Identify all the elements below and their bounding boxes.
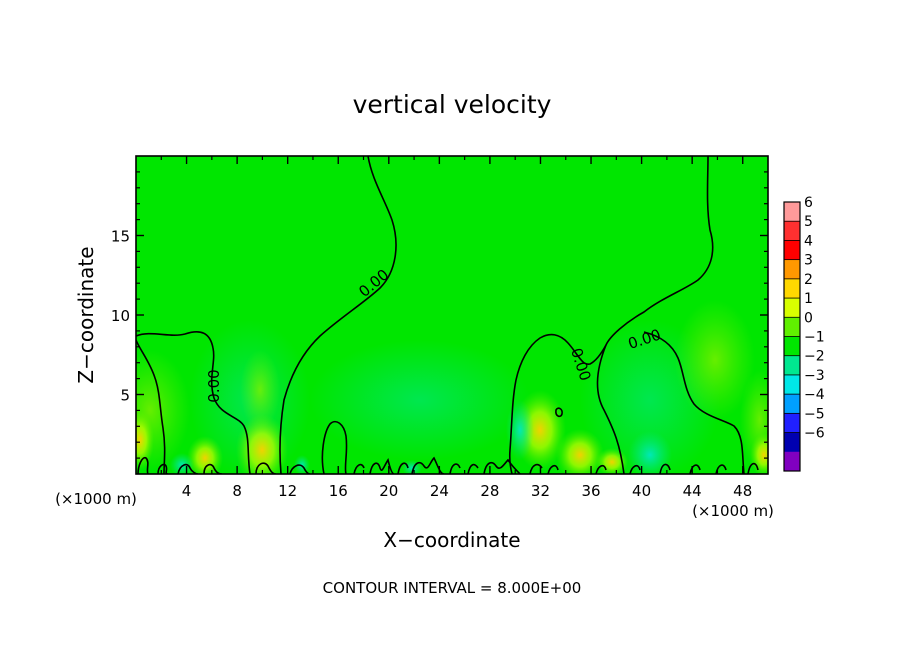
x-tick-label: 32: [531, 482, 550, 500]
colorbar-label: −5: [804, 406, 825, 422]
contour-line: [353, 456, 521, 474]
colorbar-label: 5: [804, 214, 813, 230]
colorbar-band: [784, 202, 800, 222]
contour-line: [596, 344, 625, 474]
colorbar-label: 6: [804, 195, 813, 211]
colorbar-band: [784, 240, 800, 260]
x-axis-unit-right: (×1000 m): [692, 502, 774, 520]
x-tick-label: 16: [329, 482, 348, 500]
x-tick-label: 8: [232, 482, 242, 500]
zero-contours: [136, 156, 759, 474]
contour-label: 0.00: [205, 369, 223, 402]
x-tick-label: 28: [480, 482, 499, 500]
contour-line: [137, 456, 311, 474]
colorbar-band: [784, 336, 800, 357]
x-tick-label: 36: [581, 482, 600, 500]
colorbar-label: 3: [804, 253, 813, 269]
contour-line: [529, 462, 759, 474]
x-axis-ticks: 4 8 12 16 20 24 28 32 36 40 44 48: [160, 156, 752, 500]
x-tick-label: 40: [632, 482, 651, 500]
contour-line: [136, 339, 166, 474]
y-axis-ticks: 5 10 15: [111, 171, 768, 459]
y-tick-label: 15: [111, 228, 130, 246]
colorbar-band: [784, 374, 800, 395]
colorbar-label: −2: [804, 349, 825, 365]
contour-line: [321, 420, 348, 474]
x-axis-unit-left: (×1000 m): [55, 490, 137, 508]
x-tick-label: 20: [379, 482, 398, 500]
colorbar-band: [784, 317, 800, 337]
colorbar: 6 5 4 3 2 1 0 −1 −2 −3 −4 −5 −6: [783, 195, 825, 472]
colorbar-label: −6: [804, 426, 825, 442]
colorbar-label: −3: [804, 368, 825, 384]
chart-title: vertical velocity: [353, 90, 552, 119]
plot-area: 0.00 0.00 0.00 0.00: [136, 156, 768, 474]
x-tick-label: 4: [182, 482, 192, 500]
colorbar-band: [784, 451, 800, 472]
colorbar-band: [784, 298, 800, 318]
colorbar-label: −1: [804, 330, 825, 346]
y-tick-label: 5: [120, 387, 130, 405]
colorbar-label: 4: [804, 233, 813, 249]
colorbar-label: −4: [804, 387, 825, 403]
colorbar-band: [784, 413, 800, 433]
colorbar-label: 2: [804, 272, 813, 288]
colorbar-band: [784, 221, 800, 241]
x-axis-label: X−coordinate: [383, 528, 520, 552]
contour-line: [136, 331, 251, 474]
contour-line: [279, 156, 397, 474]
colorbar-band: [784, 278, 800, 299]
x-tick-label: 44: [683, 482, 702, 500]
x-tick-label: 12: [278, 482, 297, 500]
contour-interval-note: CONTOUR INTERVAL = 8.000E+00: [323, 579, 582, 597]
x-tick-label: 48: [733, 482, 752, 500]
colorbar-band: [784, 432, 800, 453]
contour-line: [508, 156, 714, 474]
contour-line: [643, 331, 745, 474]
colorbar-label: 0: [804, 310, 813, 326]
contour-line: [555, 407, 563, 418]
colorbar-label: 1: [804, 291, 813, 307]
y-axis-label: Z−coordinate: [74, 246, 98, 383]
colorbar-band: [784, 259, 800, 280]
colorbar-band: [784, 355, 800, 376]
y-tick-label: 10: [111, 307, 130, 325]
colorbar-band: [784, 394, 800, 414]
x-tick-label: 24: [430, 482, 449, 500]
